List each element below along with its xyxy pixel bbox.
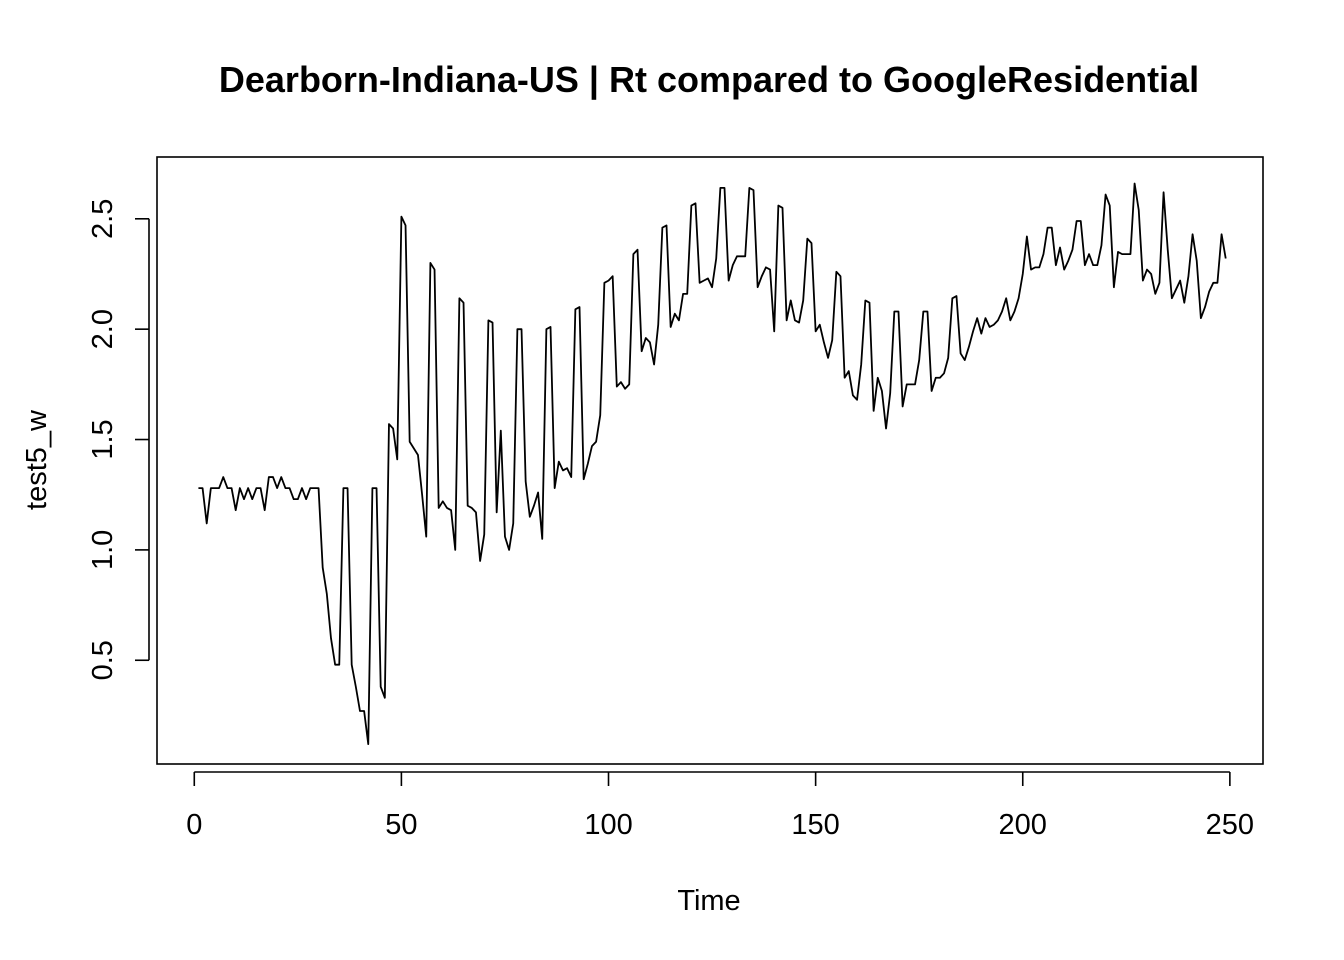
chart-title: Dearborn-Indiana-US | Rt compared to Goo… — [219, 59, 1199, 101]
x-tick-label: 200 — [999, 809, 1047, 841]
x-tick-label: 100 — [584, 809, 632, 841]
y-tick-label: 2.5 — [87, 199, 119, 239]
y-tick-label: 1.0 — [87, 530, 119, 570]
y-tick-label: 2.0 — [87, 309, 119, 349]
y-tick-label: 1.5 — [87, 419, 119, 459]
x-axis-label: Time — [677, 885, 740, 917]
x-tick-label: 150 — [791, 809, 839, 841]
y-axis: 0.5 1.0 1.5 2.0 2.5 — [87, 199, 150, 680]
series-line — [198, 182, 1227, 746]
x-tick-label: 0 — [186, 809, 202, 841]
y-axis-label: test5_w — [21, 409, 53, 510]
x-axis: 0 50 100 150 200 250 — [186, 771, 1254, 841]
x-tick-label: 250 — [1206, 809, 1254, 841]
x-tick-label: 50 — [385, 809, 417, 841]
y-tick-label: 0.5 — [87, 640, 119, 680]
plot-frame — [156, 156, 1264, 765]
